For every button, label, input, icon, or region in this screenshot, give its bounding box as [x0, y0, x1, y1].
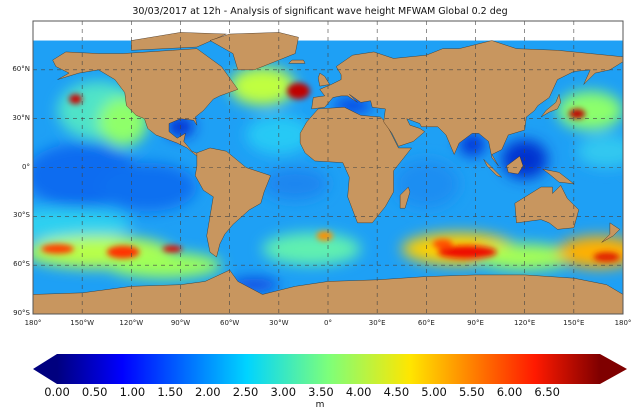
- colorbar-gradient: [57, 354, 600, 384]
- wave-field-region: [475, 244, 574, 271]
- colorbar-tick-label: 6.00: [496, 385, 523, 399]
- colorbar-unit: m: [315, 400, 325, 410]
- longitude-label: 120°W: [119, 319, 144, 327]
- longitude-label: 30°W: [269, 319, 289, 327]
- longitude-label: 150°E: [563, 319, 585, 327]
- colorbar-tick-label: 5.50: [458, 385, 485, 399]
- high-wave-area: [316, 230, 333, 241]
- land-north-america: [52, 48, 239, 157]
- colorbar-tick-label: 6.50: [534, 385, 560, 399]
- high-wave-area: [287, 82, 310, 100]
- longitude-label: 30°E: [368, 319, 386, 327]
- high-wave-area: [432, 239, 453, 249]
- colorbar: [33, 354, 627, 384]
- longitude-label: 150°W: [70, 319, 95, 327]
- high-wave-area: [593, 252, 620, 262]
- latitude-label: 30°S: [13, 211, 30, 220]
- longitude-label: 90°E: [467, 319, 484, 327]
- colorbar-tick-label: 1.50: [157, 385, 183, 399]
- high-wave-area: [69, 94, 83, 105]
- colorbar-tick-label: 0.50: [81, 385, 108, 399]
- land-new-zealand: [601, 222, 621, 243]
- wave-field-region: [459, 133, 486, 157]
- latitude-label: 90°S: [13, 309, 30, 317]
- land-japan: [540, 93, 561, 118]
- colorbar-tick-label: 4.50: [383, 385, 410, 399]
- colorbar-tick-label: 2.00: [195, 385, 221, 399]
- wave-field-region: [229, 66, 296, 106]
- colorbar-extend-min: [33, 354, 57, 384]
- colorbar-tick-label: 0.00: [44, 385, 70, 399]
- colorbar-tick-label: 2.50: [232, 385, 259, 399]
- land-iceland: [288, 59, 306, 64]
- colorbar-tick-label: 1.00: [119, 385, 146, 399]
- high-wave-area: [568, 108, 586, 119]
- land-borneo: [506, 155, 524, 175]
- map-title: 30/03/2017 at 12h - Analysis of signific…: [132, 6, 508, 17]
- land-australia: [514, 185, 579, 230]
- land-new-guinea: [542, 168, 575, 185]
- land-arctic-islands: [131, 32, 227, 51]
- longitude-label: 60°W: [219, 319, 240, 327]
- wave-field-region: [262, 232, 361, 266]
- wave-field-region: [98, 162, 197, 212]
- longitude-label: 180°: [614, 319, 632, 327]
- wave-field-region: [557, 235, 623, 269]
- wave-field-region: [557, 90, 623, 131]
- longitude-label: 180°: [24, 319, 42, 327]
- high-wave-area: [106, 245, 140, 259]
- longitude-label: 90°W: [170, 319, 191, 327]
- longitude-label: 60°E: [417, 319, 435, 327]
- colorbar-tick-label: 3.50: [308, 385, 334, 399]
- map-frame: [32, 20, 624, 315]
- land-south-america: [195, 147, 271, 258]
- land-great-britain: [317, 72, 330, 87]
- colorbar-tick-label: 4.00: [345, 385, 372, 399]
- land-sumatra: [483, 159, 502, 178]
- high-wave-area: [162, 245, 183, 253]
- latitude-label: 60°S: [13, 260, 30, 269]
- wave-field-region: [262, 167, 328, 201]
- latitude-label: 60°N: [12, 64, 30, 73]
- colorbar-tick-label: 3.00: [270, 385, 297, 399]
- land-eurasia: [311, 40, 623, 166]
- colorbar-extend-max: [600, 354, 627, 384]
- high-wave-area: [437, 245, 497, 259]
- land-madagascar: [399, 186, 411, 209]
- longitude-label: 0°: [324, 319, 332, 327]
- latitude-label: 30°N: [12, 113, 30, 122]
- wave-field-region: [577, 134, 623, 168]
- longitude-label: 120°E: [514, 319, 536, 327]
- colorbar-tick-label: 5.00: [421, 385, 447, 399]
- high-wave-area: [41, 244, 74, 254]
- latitude-label: 0°: [22, 162, 30, 171]
